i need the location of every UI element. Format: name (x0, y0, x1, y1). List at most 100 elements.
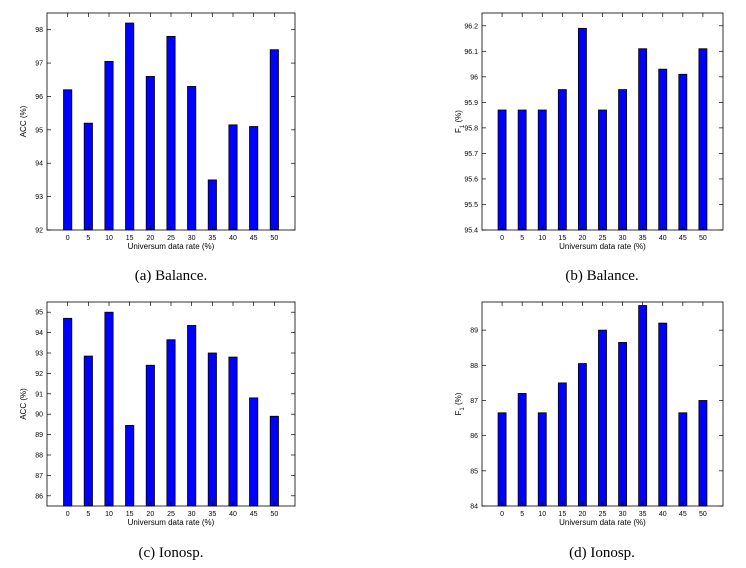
bar-50 (269, 49, 279, 231)
chart-caption: (d) Ionosp. (569, 545, 635, 561)
x-tick-label: 45 (250, 235, 258, 242)
x-tick-label: 5 (520, 511, 524, 518)
bar-0 (63, 89, 73, 231)
bar-35 (638, 48, 648, 231)
chart-caption: (a) Balance. (135, 268, 207, 284)
chart-caption: (b) Balance. (565, 268, 638, 284)
x-tick-label: 25 (167, 511, 175, 518)
x-tick-label: 5 (520, 235, 524, 242)
bar-40 (658, 322, 668, 507)
bar-20 (578, 363, 587, 507)
bar-5 (517, 393, 527, 507)
x-tick-label: 25 (167, 235, 175, 242)
bar-5 (517, 109, 527, 231)
x-tick-label: 30 (619, 235, 627, 242)
bar-25 (166, 35, 176, 231)
bar-45 (678, 412, 688, 507)
y-axis-label-suffix: (%) (454, 392, 463, 407)
bar-10 (104, 311, 114, 507)
bar-40 (228, 124, 238, 231)
x-tick-label: 45 (250, 511, 258, 518)
bar-30 (187, 86, 197, 231)
x-tick-label: 10 (538, 235, 546, 242)
bar-0 (63, 317, 73, 507)
y-tick-label: 87 (470, 398, 478, 405)
y-tick-label: 89 (35, 432, 43, 439)
x-tick-label: 20 (579, 511, 587, 518)
x-axis-label: Universum data rate (%) (559, 242, 646, 251)
y-axis-label: ACC (%) (19, 388, 28, 420)
x-tick-label: 20 (146, 235, 154, 242)
x-tick-label: 15 (558, 511, 566, 518)
y-tick-label: 98 (35, 27, 43, 34)
x-tick-label: 15 (558, 235, 566, 242)
y-axis-label-subscript: 1 (460, 124, 466, 128)
y-axis-label: F1 (%) (454, 392, 466, 415)
x-tick-label: 40 (659, 235, 667, 242)
x-tick-label: 0 (500, 511, 504, 518)
chart-caption: (c) Ionosp. (139, 545, 204, 561)
x-tick-label: 50 (699, 511, 707, 518)
bar-30 (187, 325, 197, 507)
x-tick-label: 40 (229, 235, 237, 242)
x-axis-label: Universum data rate (%) (128, 518, 215, 527)
bar-40 (228, 356, 238, 507)
bar-10 (104, 61, 114, 231)
y-tick-label: 86 (470, 433, 478, 440)
y-tick-label: 88 (470, 363, 478, 370)
y-tick-label: 95.7 (464, 151, 478, 158)
x-tick-label: 5 (86, 235, 90, 242)
bar-20 (145, 76, 155, 231)
bar-50 (698, 400, 708, 507)
bar-35 (638, 305, 648, 507)
x-tick-label: 10 (105, 511, 113, 518)
x-tick-label: 30 (188, 511, 196, 518)
bar-0 (497, 412, 507, 507)
bar-30 (618, 342, 628, 507)
y-tick-label: 90 (35, 412, 43, 419)
x-tick-label: 35 (208, 235, 216, 242)
bar-20 (145, 364, 155, 507)
bar-5 (83, 122, 93, 231)
y-tick-label: 92 (35, 228, 43, 235)
x-tick-label: 0 (66, 511, 70, 518)
x-tick-label: 15 (126, 511, 134, 518)
chart-panel-3: 84 85 86 87 88 89 0 5 10 15 20 25 30 35 40 45 50 Universu… (454, 301, 724, 561)
y-tick-label: 85 (470, 468, 478, 475)
bar-50 (269, 415, 279, 507)
y-tick-label: 86 (35, 493, 43, 500)
y-tick-label: 87 (35, 473, 43, 480)
x-tick-label: 50 (270, 235, 278, 242)
x-tick-label: 25 (599, 511, 607, 518)
x-tick-label: 10 (538, 511, 546, 518)
bar-35 (207, 352, 217, 507)
bar-25 (598, 329, 607, 507)
x-tick-label: 0 (66, 235, 70, 242)
y-axis-label-subscript: 1 (460, 407, 466, 411)
x-tick-label: 40 (659, 511, 667, 518)
bar-5 (83, 355, 93, 507)
x-tick-label: 35 (639, 235, 647, 242)
bar-45 (249, 397, 259, 507)
bar-15 (557, 382, 567, 507)
bar-10 (537, 412, 547, 507)
x-tick-label: 50 (699, 235, 707, 242)
x-axis-label: Universum data rate (%) (128, 242, 215, 251)
x-tick-label: 15 (126, 235, 134, 242)
y-tick-label: 95.6 (464, 176, 478, 183)
y-tick-label: 97 (35, 61, 43, 68)
x-tick-label: 40 (229, 511, 237, 518)
bar-0 (497, 109, 507, 231)
x-tick-label: 30 (619, 511, 627, 518)
bar-45 (678, 73, 688, 231)
x-tick-label: 20 (146, 511, 154, 518)
bar-15 (125, 425, 135, 507)
y-axis-label: ACC (%) (19, 105, 28, 137)
y-tick-label: 95 (35, 310, 43, 317)
bar-25 (166, 339, 176, 507)
x-tick-label: 45 (679, 511, 687, 518)
y-tick-label: 89 (470, 328, 478, 335)
x-tick-label: 5 (86, 511, 90, 518)
y-axis-label-suffix: (%) (454, 110, 463, 125)
